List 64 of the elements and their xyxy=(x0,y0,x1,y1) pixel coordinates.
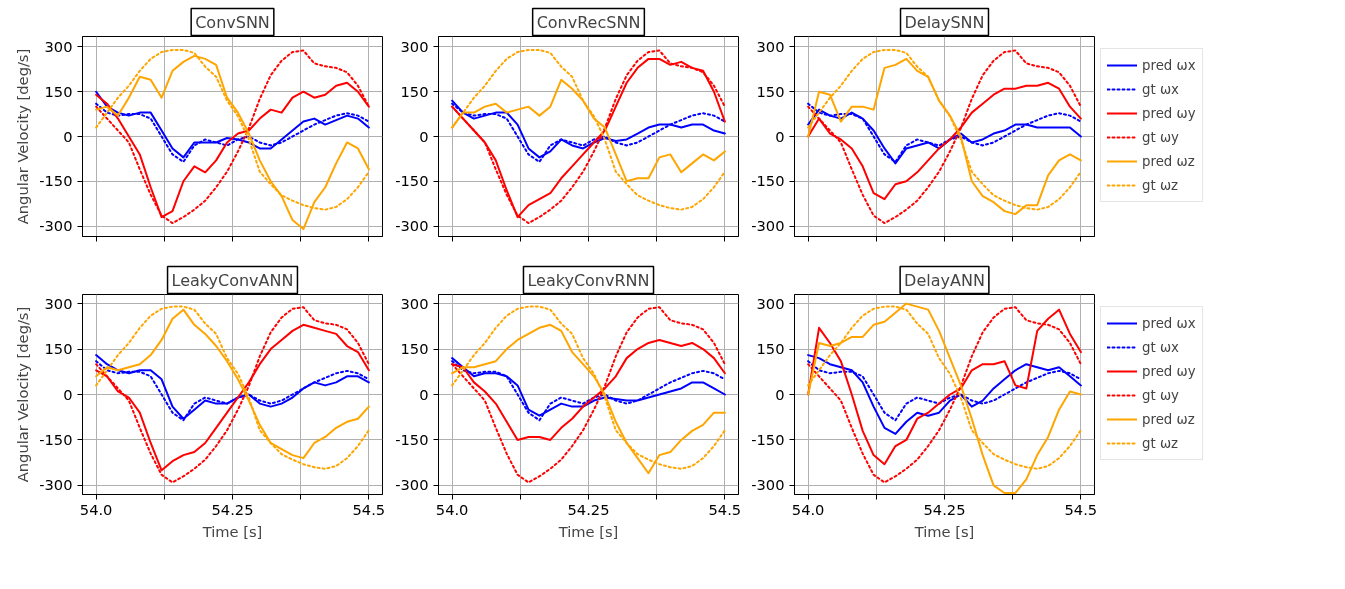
x-tick-label: 54.0 xyxy=(435,500,469,518)
x-axis-title: Time [s] xyxy=(557,522,619,540)
y-axis-title: Angular Velocity [deg/s] xyxy=(14,306,32,483)
line-series xyxy=(95,90,370,159)
y-tick-label: 300 xyxy=(44,294,73,312)
legend-label: pred ωy xyxy=(1142,105,1196,121)
y-tick-label: -150 xyxy=(395,172,429,190)
y-tick-label: 300 xyxy=(756,37,785,55)
legend-label: gt ωx xyxy=(1142,339,1179,355)
y-tick-label: -150 xyxy=(751,430,785,448)
x-tick-label: 54.25 xyxy=(923,500,966,518)
y-tick-label: 300 xyxy=(44,37,73,55)
chart-title: ConvSNN xyxy=(195,12,270,32)
x-tick-label: 54.5 xyxy=(708,500,742,518)
y-tick-label: -300 xyxy=(751,217,785,235)
y-tick-label: 0 xyxy=(63,385,73,403)
x-axis-title: Time [s] xyxy=(201,522,263,540)
y-axis-title: Angular Velocity [deg/s] xyxy=(14,48,32,225)
x-axis-title: Time [s] xyxy=(913,522,975,540)
legend-label: gt ωz xyxy=(1142,435,1179,451)
y-tick-label: -300 xyxy=(39,217,73,235)
chart-title: ConvRecSNN xyxy=(536,12,641,32)
y-tick-label: 150 xyxy=(400,340,429,358)
y-tick-label: 300 xyxy=(400,37,429,55)
legend-label: gt ωz xyxy=(1142,177,1179,193)
chart-title: DelayANN xyxy=(904,270,985,290)
y-tick-label: 0 xyxy=(63,127,73,145)
chart-title: LeakyConvRNN xyxy=(527,270,650,290)
legend-label: gt ωy xyxy=(1142,387,1179,403)
y-tick-label: -150 xyxy=(39,430,73,448)
x-tick-label: 54.0 xyxy=(79,500,113,518)
y-tick-label: 0 xyxy=(419,127,429,145)
legend-label: pred ωx xyxy=(1142,57,1196,73)
x-tick-label: 54.25 xyxy=(211,500,254,518)
y-tick-label: 150 xyxy=(756,82,785,100)
y-tick-label: 150 xyxy=(44,82,73,100)
legend-label: gt ωy xyxy=(1142,129,1179,145)
legend-label: pred ωz xyxy=(1142,411,1195,427)
x-tick-label: 54.5 xyxy=(1064,500,1098,518)
y-tick-label: 0 xyxy=(775,127,785,145)
y-tick-label: 300 xyxy=(756,294,785,312)
legend-label: pred ωx xyxy=(1142,315,1196,331)
chart-title: DelaySNN xyxy=(904,12,985,32)
legend-label: pred ωy xyxy=(1142,363,1196,379)
y-tick-label: -300 xyxy=(39,476,73,494)
line-series xyxy=(807,354,1082,435)
x-tick-label: 54.5 xyxy=(352,500,386,518)
y-tick-label: 150 xyxy=(400,82,429,100)
x-tick-label: 54.0 xyxy=(791,500,825,518)
y-tick-label: 0 xyxy=(775,385,785,403)
y-tick-label: -300 xyxy=(395,476,429,494)
y-tick-label: -150 xyxy=(751,172,785,190)
y-tick-label: 300 xyxy=(400,294,429,312)
y-tick-label: 0 xyxy=(419,385,429,403)
chart-title: LeakyConvANN xyxy=(171,270,294,290)
y-tick-label: -150 xyxy=(39,172,73,190)
y-tick-label: -300 xyxy=(751,476,785,494)
y-tick-label: -150 xyxy=(395,430,429,448)
y-tick-label: -300 xyxy=(395,217,429,235)
y-tick-label: 150 xyxy=(756,340,785,358)
x-tick-label: 54.25 xyxy=(567,500,610,518)
y-tick-label: 150 xyxy=(44,340,73,358)
legend-label: gt ωx xyxy=(1142,81,1179,97)
legend-label: pred ωz xyxy=(1142,153,1195,169)
